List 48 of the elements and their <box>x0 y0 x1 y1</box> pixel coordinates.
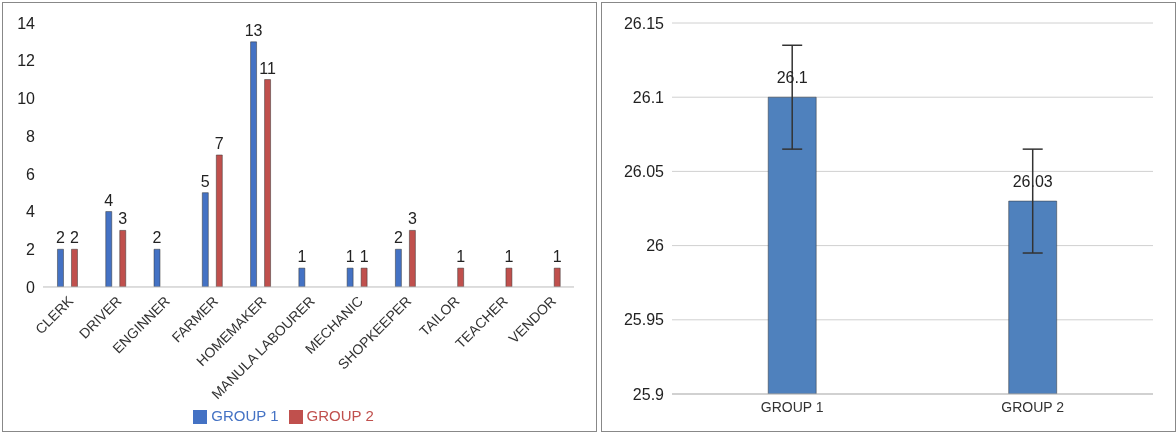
bar <box>119 230 126 287</box>
data-label: 1 <box>359 248 369 266</box>
bar <box>360 267 368 287</box>
y-tick-label: 8 <box>26 127 36 145</box>
data-label: 1 <box>297 248 307 266</box>
bar <box>153 249 161 287</box>
y-tick-label: 4 <box>26 203 36 221</box>
data-label: 13 <box>244 21 263 39</box>
data-label: 2 <box>393 229 403 247</box>
bar <box>298 267 306 287</box>
bar <box>553 267 561 287</box>
y-tick-label: 12 <box>17 52 36 70</box>
y-tick-label: 26.15 <box>623 14 665 32</box>
data-label: 4 <box>104 191 114 209</box>
bar <box>505 267 513 287</box>
data-label: 2 <box>56 229 66 247</box>
bar <box>57 249 64 287</box>
bar <box>457 267 464 287</box>
y-tick-label: 26.05 <box>623 163 665 181</box>
bar <box>105 211 112 287</box>
data-label: 3 <box>407 210 417 228</box>
y-tick-label: 6 <box>26 165 36 183</box>
y-tick-label: 10 <box>17 90 36 108</box>
data-label: 2 <box>152 229 162 247</box>
data-label: 2 <box>70 229 80 247</box>
bar <box>346 267 354 287</box>
data-label: 1 <box>552 248 562 266</box>
y-tick-label: 2 <box>26 240 36 258</box>
bar <box>250 41 257 287</box>
y-tick-label: 26 <box>646 237 665 255</box>
data-label: 1 <box>504 248 514 266</box>
data-label: 7 <box>214 134 224 152</box>
y-tick-label: 25.9 <box>632 385 665 403</box>
bar <box>264 79 271 287</box>
bar <box>202 192 209 287</box>
y-tick-label: 0 <box>26 278 36 296</box>
bar <box>409 230 416 287</box>
bar <box>71 249 78 287</box>
data-label: 5 <box>200 172 210 190</box>
bar <box>216 154 223 287</box>
y-tick-label: 25.95 <box>623 311 665 329</box>
bar <box>395 249 402 287</box>
y-tick-label: 26.1 <box>632 88 665 106</box>
data-label: 1 <box>456 248 466 266</box>
y-tick-label: 14 <box>17 14 36 32</box>
data-label: 1 <box>345 248 355 266</box>
data-label: 11 <box>259 59 276 77</box>
data-label: 3 <box>118 210 128 228</box>
